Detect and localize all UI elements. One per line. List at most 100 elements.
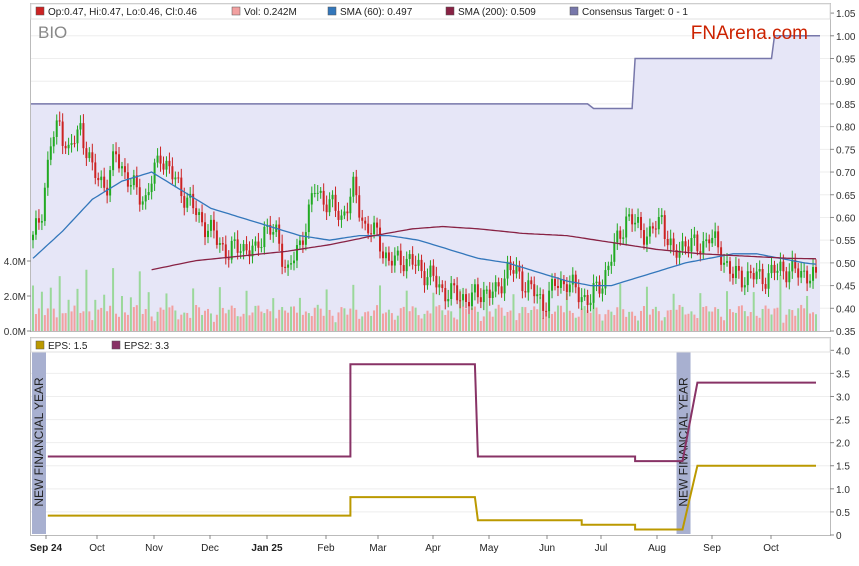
candle <box>559 271 562 294</box>
volume-bar <box>666 310 669 331</box>
legend-label: Consensus Target: 0 - 1 <box>582 7 688 18</box>
volume-bar <box>376 305 379 331</box>
volume-bar <box>141 313 144 331</box>
candle <box>551 273 554 299</box>
candle <box>218 237 221 253</box>
volume-bar <box>708 311 711 331</box>
candle <box>405 251 408 279</box>
candle <box>162 156 165 175</box>
candle <box>414 255 417 274</box>
volume-bar <box>740 305 743 331</box>
volume-bar <box>800 304 803 331</box>
candle <box>577 279 580 309</box>
price-tick-label: 1.00 <box>836 32 856 43</box>
candle <box>387 246 390 266</box>
candle <box>752 267 755 288</box>
volume-bar <box>539 296 542 331</box>
candle <box>556 277 559 297</box>
candle <box>812 257 815 289</box>
candle <box>693 226 696 246</box>
volume-bar <box>284 310 287 331</box>
candle <box>313 183 316 198</box>
volume-bar <box>346 314 349 331</box>
volume-bar <box>290 306 293 331</box>
candle <box>358 186 361 222</box>
time-tick-label: Jun <box>539 543 555 554</box>
volume-bar <box>301 314 304 331</box>
volume-bar <box>672 293 675 331</box>
candle <box>227 250 230 268</box>
volume-bar <box>177 319 180 331</box>
volume-bar <box>159 307 162 331</box>
candle <box>328 192 331 217</box>
candle <box>598 275 601 298</box>
volume-bar <box>456 319 459 331</box>
price-tick-label: 0.40 <box>836 304 856 315</box>
volume-bar <box>322 315 325 331</box>
volume-bar <box>70 311 73 331</box>
candle <box>319 187 322 199</box>
volume-bar <box>663 317 666 331</box>
volume-bar <box>453 317 456 331</box>
consensus-target-line <box>30 35 820 110</box>
eps-tick-label: 2.0 <box>836 439 850 450</box>
eps-tick-label: 1.0 <box>836 485 850 496</box>
candle <box>441 280 444 293</box>
volume-bar <box>723 320 726 331</box>
candle <box>343 205 346 220</box>
candle <box>548 281 551 319</box>
candle <box>364 217 367 231</box>
candle <box>373 215 376 239</box>
volume-bar <box>88 311 91 331</box>
volume-tick-label: 4.0M <box>4 257 26 268</box>
volume-bar <box>370 315 373 331</box>
candle <box>554 272 556 291</box>
volume-bar <box>367 311 370 331</box>
candle <box>224 235 227 265</box>
volume-bar <box>696 318 699 331</box>
volume-bar <box>192 288 195 331</box>
volume-bar <box>690 311 693 331</box>
volume-bar <box>705 306 708 331</box>
volume-bar <box>156 311 159 331</box>
candle <box>168 152 171 174</box>
candle <box>103 167 106 192</box>
candle <box>236 230 239 260</box>
candle <box>334 186 337 218</box>
volume-bar <box>109 305 112 331</box>
volume-bar <box>669 309 672 331</box>
volume-bar <box>767 308 770 331</box>
volume-bar <box>589 312 592 331</box>
volume-bar <box>467 314 470 331</box>
candle <box>687 239 690 258</box>
candle <box>806 265 809 292</box>
volume-bar <box>153 321 156 331</box>
candle <box>616 223 619 250</box>
eps-tick-label: 3.0 <box>836 392 850 403</box>
volume-bar <box>103 294 106 331</box>
new-financial-year-label: NEW FINANCIAL YEAR <box>677 377 691 507</box>
volume-bar <box>233 307 236 331</box>
candle <box>295 238 298 269</box>
volume-bar <box>414 307 417 331</box>
volume-bar <box>239 316 242 331</box>
volume-bar <box>242 313 245 331</box>
volume-bar <box>379 285 382 331</box>
price-candles <box>32 111 817 320</box>
candle <box>791 250 794 279</box>
volume-bar <box>622 309 625 331</box>
candle <box>485 285 488 294</box>
volume-bar <box>34 314 37 331</box>
legend-label: Op:0.47, Hi:0.47, Lo:0.46, Cl:0.46 <box>48 7 197 18</box>
volume-bar <box>278 309 281 331</box>
candle <box>476 277 479 304</box>
price-legend-item: Consensus Target: 0 - 1 <box>569 6 688 18</box>
candle <box>500 278 503 298</box>
volume-bar <box>387 309 390 331</box>
volume-bar <box>417 315 420 331</box>
volume-bar <box>147 292 150 331</box>
candle <box>325 195 328 221</box>
candle <box>740 266 743 292</box>
candle <box>209 214 212 238</box>
volume-bar <box>257 305 260 331</box>
